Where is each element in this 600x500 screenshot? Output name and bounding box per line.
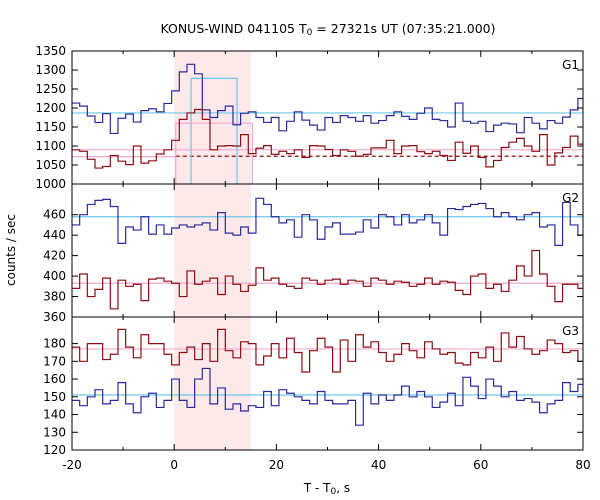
panel-g1-ytick-label-2: 1100 xyxy=(35,139,66,153)
panel-g3-label: G3 xyxy=(562,324,579,338)
panel-g2-label: G2 xyxy=(562,191,579,205)
panel-g2-ytick-label-1: 380 xyxy=(43,290,66,304)
panel-g1-series-blue xyxy=(72,63,583,135)
panel-g2-ytick-label-3: 420 xyxy=(43,249,66,263)
xtick-label-2: 20 xyxy=(269,458,284,472)
panel-g1-label: G1 xyxy=(562,58,579,72)
panel-g2-ytick-label-0: 360 xyxy=(43,310,66,324)
xtick-label-4: 60 xyxy=(473,458,488,472)
xtick-label-1: 0 xyxy=(170,458,178,472)
panel-g1-ytick-label-3: 1150 xyxy=(35,120,66,134)
panel-g1-ytick-label-6: 1300 xyxy=(35,63,66,77)
highlight-interval xyxy=(174,51,251,450)
reference-lines-layer xyxy=(72,77,583,396)
series-layer xyxy=(72,63,583,426)
panel-g3-series-red xyxy=(72,328,583,373)
x-axis-label-main: T - T xyxy=(303,481,331,495)
x-axis-label: T - T0, s xyxy=(303,481,350,497)
panel-g2-series-red xyxy=(72,249,583,310)
highlight-layer xyxy=(174,51,251,450)
chart-title-subscript: 0 xyxy=(307,28,313,38)
panel-g1-ytick-label-1: 1050 xyxy=(35,158,66,172)
panel-g3-ytick-label-6: 180 xyxy=(43,337,66,351)
panel-g3-ytick-label-2: 140 xyxy=(43,408,66,422)
panel-g3-ytick-label-3: 150 xyxy=(43,390,66,404)
panel-g1-level-box-cyan xyxy=(190,77,238,184)
panel-g1-ytick-label-5: 1250 xyxy=(35,82,66,96)
x-axis-label-rest: , s xyxy=(336,481,350,495)
panel-g3-series-blue xyxy=(72,367,583,426)
ticks-layer: G110001050110011501200125013001350G23603… xyxy=(35,44,590,472)
panel-g1-ytick-label-4: 1200 xyxy=(35,101,66,115)
panel-g2-ytick-label-4: 440 xyxy=(43,228,66,242)
panel-g2-series-blue xyxy=(72,197,583,246)
panel-g1-ytick-label-7: 1350 xyxy=(35,44,66,58)
panel-g3-ytick-label-0: 120 xyxy=(43,443,66,457)
xtick-label-3: 40 xyxy=(371,458,386,472)
panel-g2-ytick-label-2: 400 xyxy=(43,269,66,283)
panel-g2-ytick-label-5: 460 xyxy=(43,208,66,222)
chart-title-rest: = 27321s UT (07:35:21.000) xyxy=(312,21,495,36)
panel-g3-ytick-label-5: 170 xyxy=(43,354,66,368)
y-axis-label: counts / sec xyxy=(4,214,18,286)
panel-g1-ytick-label-0: 1000 xyxy=(35,177,66,191)
chart-title-main: KONUS-WIND 041105 T xyxy=(160,21,306,36)
panel-g1-series-red xyxy=(72,108,583,169)
xtick-label-5: 80 xyxy=(575,458,590,472)
panel-g3-ytick-label-1: 130 xyxy=(43,425,66,439)
panel-g3-ytick-label-4: 160 xyxy=(43,372,66,386)
x-axis-label-subscript: 0 xyxy=(331,487,337,497)
xtick-label-0: -20 xyxy=(62,458,82,472)
chart-title: KONUS-WIND 041105 T0 = 27321s UT (07:35:… xyxy=(160,21,495,38)
